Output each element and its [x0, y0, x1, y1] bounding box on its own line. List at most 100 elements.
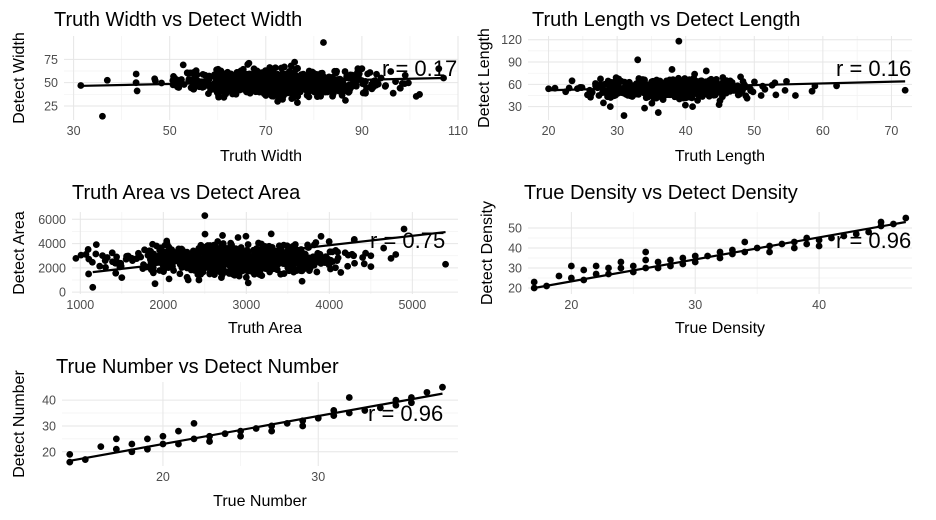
data-point	[691, 252, 699, 260]
x-tick-label: 20	[542, 124, 556, 138]
data-point	[179, 61, 187, 69]
data-point	[128, 440, 136, 448]
data-point	[237, 432, 244, 440]
panel-3: 1000 2000 3000 4000 5000 0 2000 4000 6000 Truth A…	[11, 182, 458, 337]
data-point	[147, 247, 155, 255]
x-tick-label: 4000	[315, 298, 343, 312]
data-point	[161, 241, 169, 249]
data-point	[292, 84, 300, 92]
data-point	[712, 76, 720, 83]
y-tick-label: 20	[508, 282, 522, 296]
chart-title: True Density vs Detect Density	[524, 182, 798, 204]
data-point	[294, 64, 301, 72]
data-point	[342, 96, 349, 104]
x-tick-label: 110	[448, 124, 468, 138]
data-point	[192, 67, 200, 75]
data-point	[368, 81, 375, 88]
correlation-annotation: r = 0.96	[836, 228, 911, 253]
data-point	[277, 258, 285, 266]
data-point	[239, 65, 247, 73]
data-point	[332, 68, 340, 75]
correlation-annotation: r = 0.96	[368, 401, 443, 426]
data-point	[679, 254, 687, 262]
data-point	[266, 88, 274, 96]
data-point	[597, 75, 604, 83]
data-point	[242, 273, 250, 281]
data-points	[77, 39, 447, 120]
data-point	[737, 73, 744, 81]
regression-line	[78, 76, 444, 88]
x-axis-label: Truth Width	[220, 148, 302, 165]
data-point	[99, 112, 106, 120]
data-point	[555, 272, 563, 280]
data-point	[155, 252, 163, 260]
data-point	[808, 87, 816, 95]
x-tick-label: 30	[688, 298, 702, 312]
data-point	[281, 90, 289, 98]
data-point	[218, 87, 226, 95]
correlation-annotation: r = 0.75	[370, 228, 445, 253]
data-point	[244, 61, 252, 68]
y-tick-label: 30	[508, 262, 522, 276]
chart-title: True Number vs Detect Number	[56, 356, 339, 378]
data-point	[316, 250, 324, 258]
regression-line	[92, 230, 446, 274]
data-point	[360, 260, 368, 268]
data-point	[191, 264, 199, 272]
data-point	[122, 255, 130, 263]
data-point	[190, 85, 198, 93]
data-point	[298, 267, 306, 275]
data-point	[284, 83, 292, 91]
data-point	[288, 257, 296, 265]
x-tick-label: 30	[610, 124, 624, 138]
data-point	[592, 262, 600, 270]
data-point	[88, 258, 96, 266]
data-point	[259, 86, 267, 94]
y-tick-label: 30	[508, 100, 522, 114]
data-points	[530, 214, 910, 292]
data-point	[201, 212, 209, 220]
data-point	[607, 81, 615, 89]
data-point	[389, 89, 397, 97]
data-point	[233, 69, 241, 76]
y-tick-label: 50	[44, 76, 58, 90]
data-point	[278, 95, 285, 103]
data-point	[193, 251, 201, 259]
data-point	[294, 99, 301, 107]
y-tick-label: 120	[501, 33, 522, 47]
data-point	[312, 239, 320, 246]
y-axis-label: Detect Number	[11, 370, 28, 478]
data-point	[601, 88, 609, 96]
data-point	[653, 87, 661, 95]
data-point	[865, 228, 873, 236]
data-point	[691, 70, 699, 78]
x-tick-label: 2000	[149, 298, 177, 312]
y-tick-label: 6000	[38, 213, 66, 227]
y-axis-label: Detect Length	[476, 28, 493, 128]
data-point	[325, 238, 333, 245]
data-point	[77, 251, 85, 259]
data-point	[320, 39, 327, 46]
data-point	[232, 245, 240, 253]
data-point	[290, 265, 298, 273]
data-point	[234, 234, 242, 241]
data-point	[248, 260, 256, 268]
x-tick-label: 60	[816, 124, 830, 138]
data-point	[214, 238, 222, 245]
data-point	[772, 91, 780, 99]
data-point	[229, 270, 236, 278]
data-point	[229, 84, 237, 91]
data-point	[113, 253, 121, 261]
data-point	[705, 90, 713, 98]
correlation-annotation: r = 0.16	[836, 56, 911, 81]
data-point	[101, 257, 109, 264]
data-point	[367, 252, 375, 260]
data-point	[348, 250, 356, 258]
data-point	[92, 250, 100, 258]
data-point	[267, 230, 275, 238]
data-point	[207, 268, 215, 275]
data-point	[168, 246, 176, 254]
data-point	[204, 73, 212, 81]
data-point	[159, 432, 167, 440]
data-point	[268, 244, 276, 251]
